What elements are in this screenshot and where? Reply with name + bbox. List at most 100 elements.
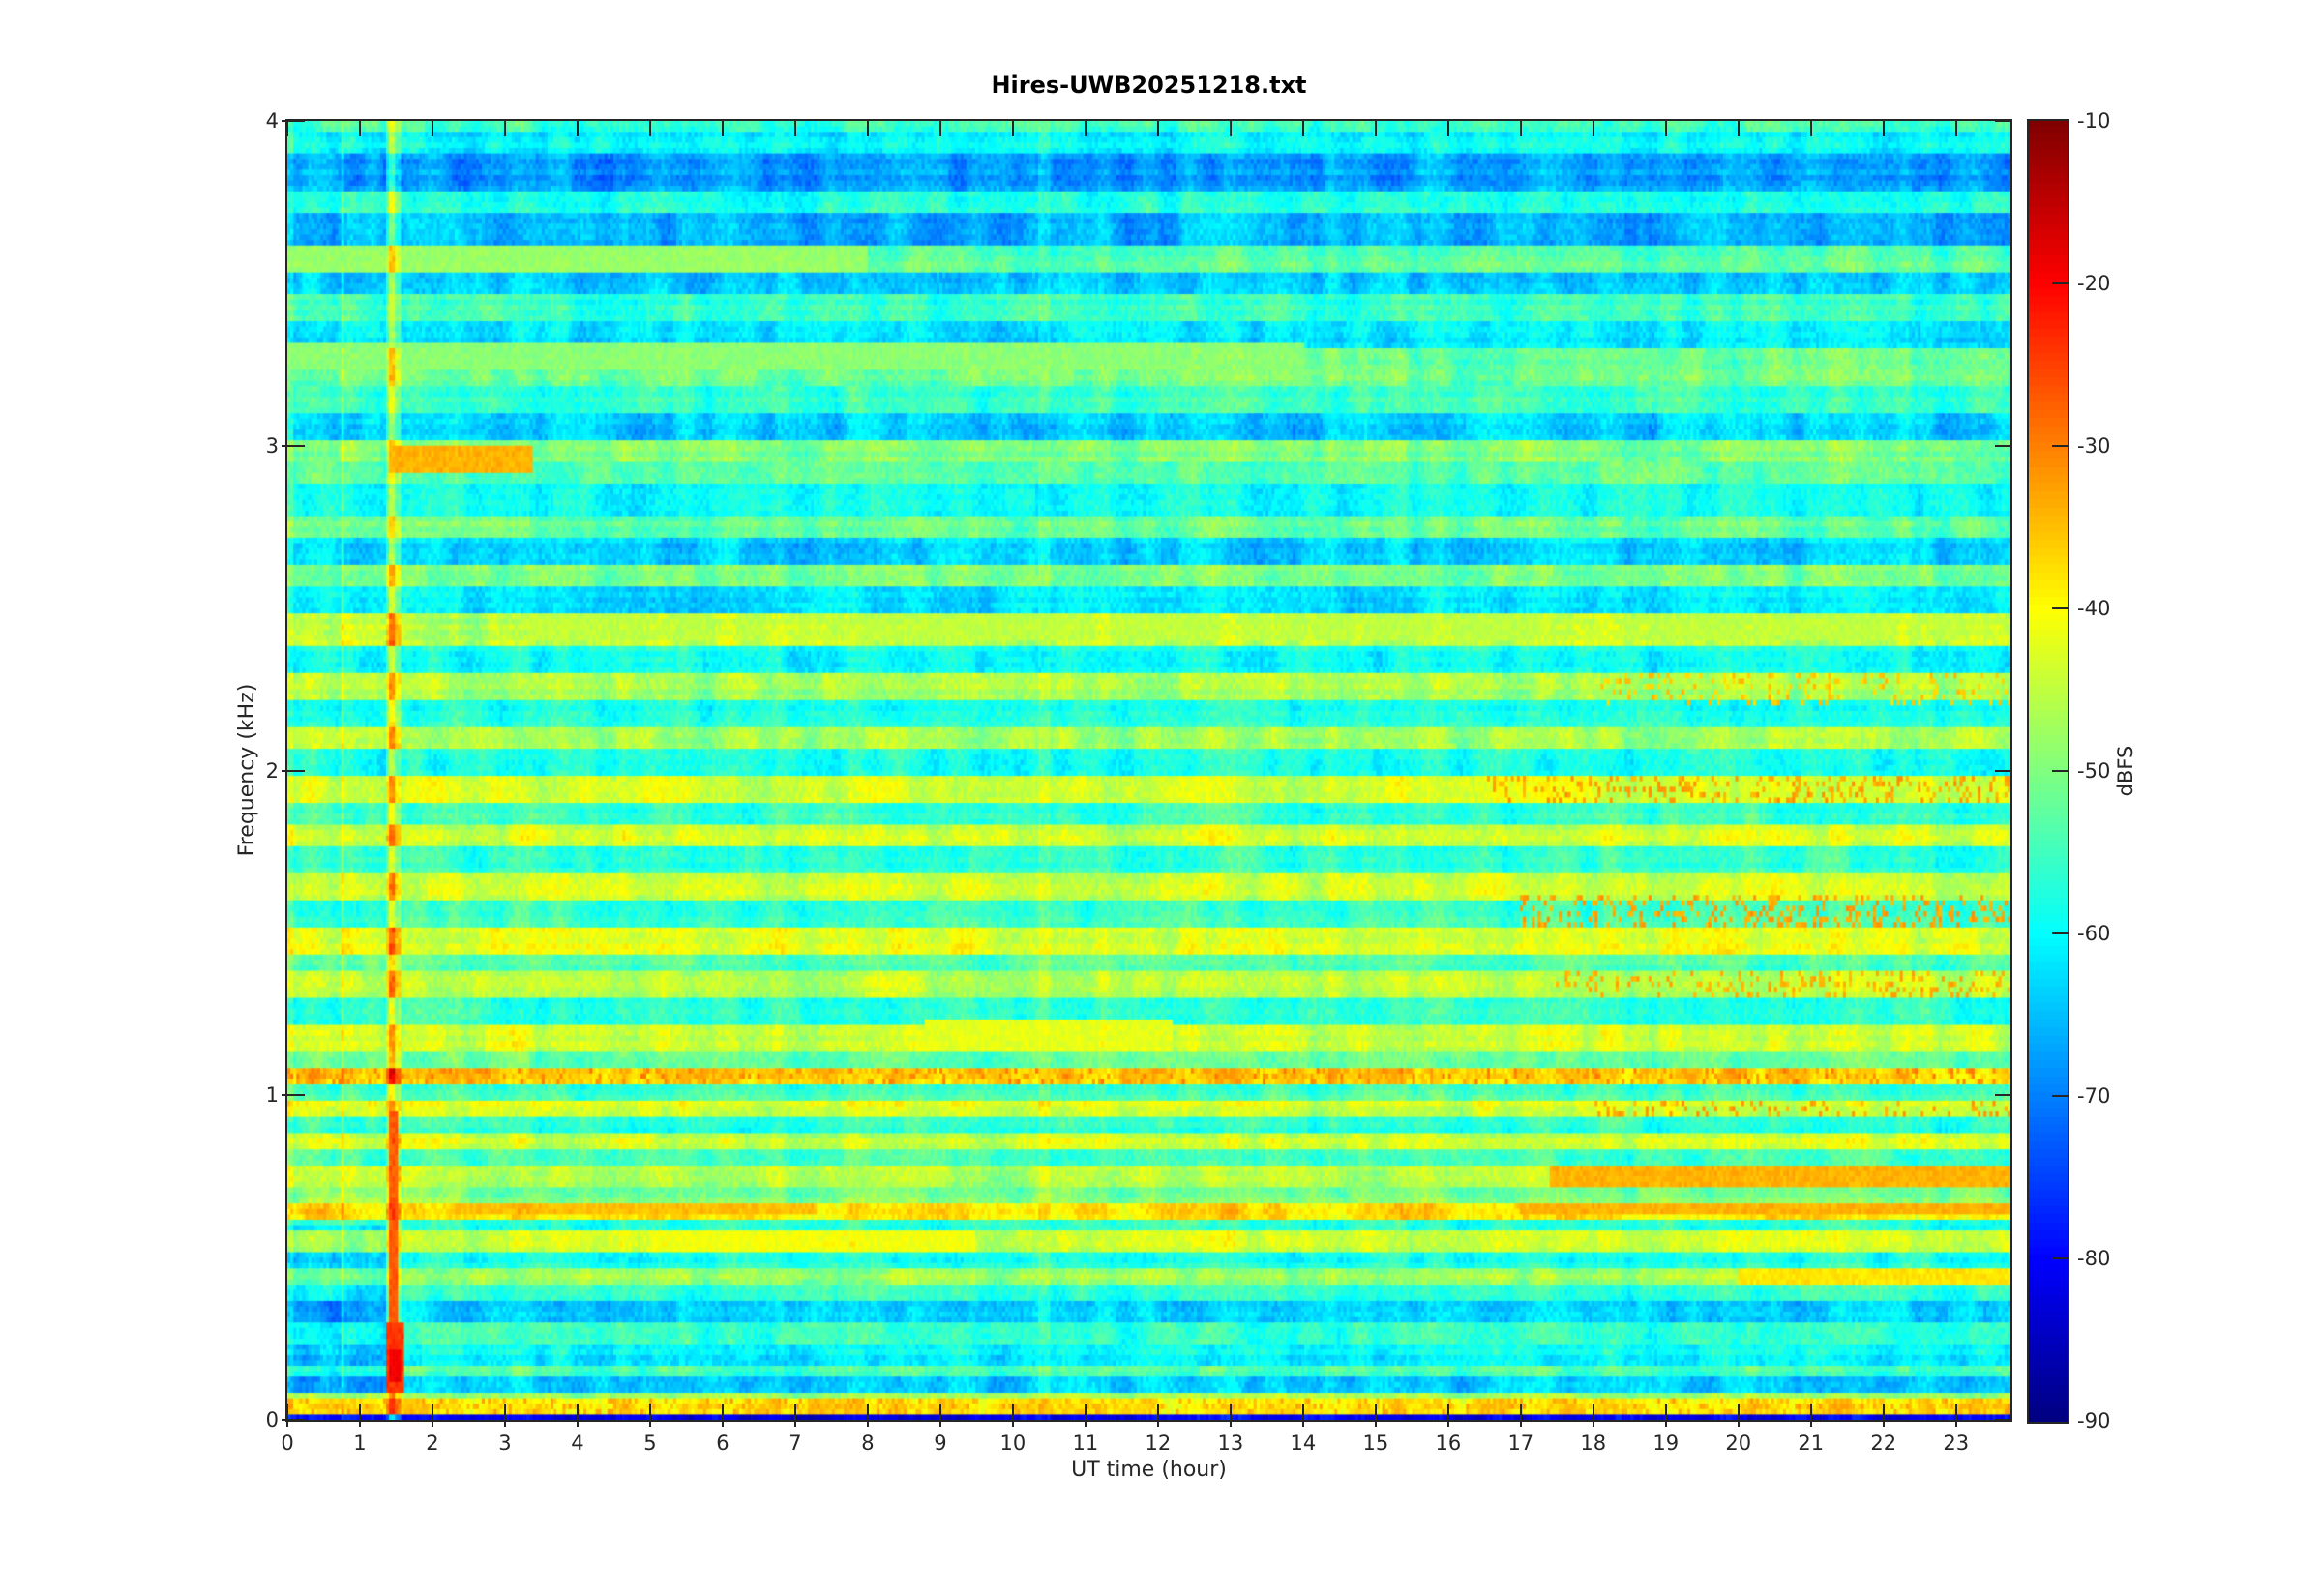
x-tick-mark-top [358,121,361,136]
x-tick-mark [1592,1404,1594,1427]
x-tick-label: 11 [1072,1432,1099,1455]
x-tick-label: 21 [1798,1432,1825,1455]
x-tick-mark-top [1156,121,1159,136]
x-tick-label: 7 [789,1432,802,1455]
x-tick-label: 19 [1652,1432,1680,1455]
x-tick-mark [938,1404,941,1427]
y-tick-label: 0 [265,1408,279,1432]
x-tick-mark [1374,1404,1377,1427]
x-tick-label: 10 [999,1432,1027,1455]
x-tick-mark [1664,1404,1667,1427]
x-tick-mark-top [866,121,869,136]
x-tick-label: 4 [571,1432,584,1455]
x-tick-mark [1737,1404,1740,1427]
colorbar-tick-label: -20 [2077,272,2111,295]
x-tick-mark-top [576,121,579,136]
x-tick-mark-top [1954,121,1957,136]
x-tick-mark [648,1404,651,1427]
x-axis-label: UT time (hour) [1071,1458,1227,1482]
x-tick-mark [1446,1404,1449,1427]
x-tick-mark [1882,1404,1885,1427]
x-tick-mark-top [1592,121,1594,136]
y-tick-mark [282,120,305,122]
x-tick-mark-top [286,121,288,136]
x-tick-mark-top [1519,121,1522,136]
colorbar-tick-label: -50 [2077,759,2111,783]
y-tick-mark-right [1995,120,2010,122]
x-tick-mark [358,1404,361,1427]
y-tick-label: 3 [265,433,279,458]
x-tick-mark [1301,1404,1304,1427]
x-tick-label: 22 [1870,1432,1897,1455]
x-tick-mark-top [938,121,941,136]
x-tick-label: 14 [1290,1432,1317,1455]
x-tick-label: 6 [716,1432,729,1455]
x-tick-mark [793,1404,796,1427]
y-tick-label: 1 [265,1083,279,1108]
colorbar-tick-label: -30 [2077,434,2111,458]
x-tick-mark [503,1404,506,1427]
x-tick-label: 20 [1725,1432,1752,1455]
y-tick-mark-right [1995,444,2010,447]
y-tick-mark [282,1419,305,1421]
y-tick-mark-right [1995,769,2010,772]
x-tick-label: 9 [934,1432,947,1455]
y-tick-mark-right [1995,1419,2010,1421]
x-tick-mark [1011,1404,1014,1427]
x-tick-label: 8 [861,1432,875,1455]
x-tick-mark [866,1404,869,1427]
colorbar-tick-label: -80 [2077,1247,2111,1270]
colorbar-border [2027,119,2069,1424]
spectrogram-heatmap [287,121,2010,1420]
x-tick-mark-top [1229,121,1232,136]
colorbar-tick-mark [2052,770,2068,772]
x-tick-mark [576,1404,579,1427]
x-tick-mark-top [503,121,506,136]
x-tick-mark [1519,1404,1522,1427]
x-tick-label: 5 [643,1432,657,1455]
colorbar-tick-mark [2052,607,2068,609]
x-tick-mark-top [1301,121,1304,136]
colorbar-tick-label: -60 [2077,922,2111,945]
x-tick-label: 3 [498,1432,512,1455]
colorbar-tick-label: -90 [2077,1409,2111,1433]
x-tick-label: 16 [1435,1432,1462,1455]
x-tick-label: 1 [353,1432,367,1455]
x-tick-mark-top [1737,121,1740,136]
x-tick-mark-top [1809,121,1812,136]
x-tick-label: 17 [1507,1432,1534,1455]
colorbar-tick-label: -70 [2077,1084,2111,1108]
x-tick-mark-top [793,121,796,136]
x-tick-label: 12 [1145,1432,1172,1455]
x-tick-mark-top [431,121,433,136]
x-tick-label: 13 [1217,1432,1244,1455]
x-tick-mark-top [648,121,651,136]
x-tick-mark [721,1404,724,1427]
x-tick-mark [1084,1404,1087,1427]
x-tick-mark [431,1404,433,1427]
x-tick-label: 15 [1362,1432,1389,1455]
chart-title: Hires-UWB20251218.txt [991,72,1307,99]
colorbar-tick-mark [2052,1095,2068,1097]
y-tick-mark [282,1094,305,1097]
x-tick-label: 0 [281,1432,294,1455]
y-tick-label: 4 [265,109,279,133]
x-tick-mark [1809,1404,1812,1427]
x-tick-mark [1229,1404,1232,1427]
x-tick-mark-top [1446,121,1449,136]
x-tick-label: 18 [1580,1432,1607,1455]
colorbar-tick-mark [2052,932,2068,934]
x-tick-mark [1156,1404,1159,1427]
colorbar-tick-mark [2052,282,2068,284]
x-tick-mark-top [721,121,724,136]
colorbar-tick-label: -10 [2077,109,2111,133]
x-tick-label: 2 [426,1432,439,1455]
plot-border [285,119,2012,1422]
x-tick-mark-top [1882,121,1885,136]
colorbar-tick-label: -40 [2077,597,2111,620]
x-tick-mark-top [1011,121,1014,136]
x-tick-mark-top [1084,121,1087,136]
y-tick-mark [282,769,305,772]
x-tick-mark-top [1374,121,1377,136]
